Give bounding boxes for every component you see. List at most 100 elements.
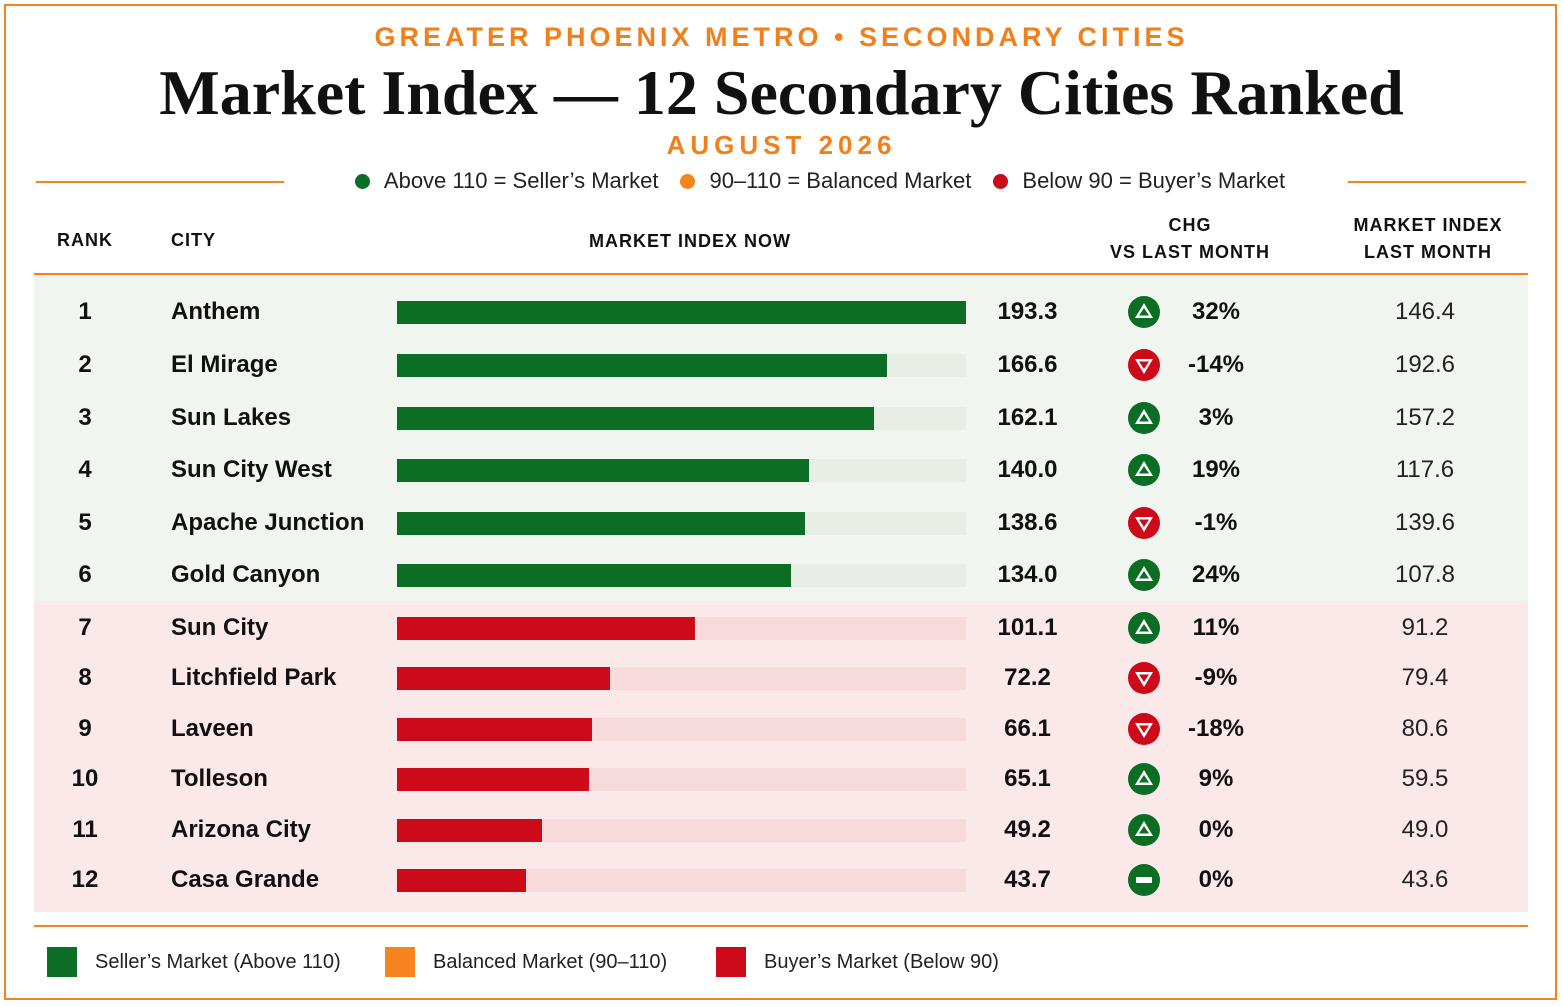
city-cell: Sun Lakes	[171, 404, 292, 431]
chart-title: Market Index — 12 Secondary Cities Ranke…	[159, 57, 1404, 128]
bar-track	[397, 819, 966, 842]
legend-balanced-label: 90–110 = Balanced Market	[709, 168, 972, 193]
footer-legend-balanced: Balanced Market (90–110)	[385, 947, 667, 977]
value-label: 134.0	[997, 561, 1058, 588]
value-label: 65.1	[1004, 765, 1051, 792]
change-cell: 11%	[1192, 614, 1240, 641]
arrow-up-icon	[1128, 814, 1160, 846]
table-row: 4 Sun City West 140.0 19% 117.6	[0, 444, 1563, 496]
last-month-cell: 157.2	[1394, 404, 1456, 431]
bar-track	[397, 354, 966, 377]
bar	[397, 564, 791, 587]
change-cell: -18%	[1187, 715, 1245, 742]
header-index-now: MARKET INDEX NOW	[589, 231, 791, 251]
legend-left-rule	[36, 181, 284, 183]
table-row: 1 Anthem 193.3 32% 146.4	[0, 286, 1563, 338]
last-month-cell: 107.8	[1394, 561, 1456, 588]
change-cell: -14%	[1187, 351, 1245, 378]
table-row: 12 Casa Grande 43.7 0% 43.6	[0, 854, 1563, 906]
city-cell: Apache Junction	[171, 509, 365, 536]
legend-buyer-label: Below 90 = Buyer’s Market	[1022, 168, 1286, 193]
bar	[397, 667, 610, 690]
bar-track	[397, 407, 966, 430]
legend-item-buyer: Below 90 = Buyer’s Market	[993, 168, 1285, 194]
table-row: 7 Sun City 101.1 11% 91.2	[0, 602, 1563, 654]
rank-cell: 11	[72, 816, 98, 843]
bar	[397, 354, 887, 377]
footer-legend-buyer: Buyer’s Market (Below 90)	[716, 947, 999, 977]
last-month-cell: 117.6	[1395, 456, 1455, 483]
footer-seller-label: Seller’s Market (Above 110)	[95, 950, 341, 973]
minus-icon	[1128, 864, 1160, 896]
value-label: 140.0	[997, 456, 1058, 483]
table-row: 2 El Mirage 166.6 -14% 192.6	[0, 339, 1563, 391]
table-row: 10 Tolleson 65.1 9% 59.5	[0, 753, 1563, 805]
bar	[397, 617, 695, 640]
city-cell: Arizona City	[171, 816, 312, 843]
last-month-cell: 59.5	[1401, 765, 1449, 792]
header-chg-line1: CHG	[1168, 215, 1212, 235]
last-month-cell: 139.6	[1394, 509, 1456, 536]
chart-frame	[4, 4, 1557, 1000]
rank-cell: 12	[71, 866, 99, 893]
bar-track	[397, 768, 966, 791]
city-cell: Tolleson	[171, 765, 268, 792]
rank-cell: 4	[78, 456, 92, 483]
city-cell: Sun City	[171, 614, 269, 641]
bar-track	[397, 301, 966, 324]
legend-item-seller: Above 110 = Seller’s Market	[354, 168, 658, 194]
bar	[397, 407, 874, 430]
bar-track	[397, 512, 966, 535]
change-cell: 3%	[1198, 404, 1234, 431]
bar-track	[397, 667, 966, 690]
legend-item-balanced: 90–110 = Balanced Market	[680, 168, 971, 194]
header-last-month: MARKET INDEX LAST MONTH	[1330, 212, 1526, 266]
arrow-down-icon	[1128, 507, 1160, 539]
city-cell: Anthem	[171, 298, 261, 325]
value-label: 72.2	[1004, 664, 1051, 691]
rank-cell: 1	[78, 298, 92, 325]
bar	[397, 819, 542, 842]
legend-buyer-dot	[993, 173, 1009, 189]
arrow-down-icon	[1128, 713, 1160, 745]
bar	[397, 718, 592, 741]
arrow-up-icon	[1128, 296, 1160, 328]
header-rank: RANK	[57, 230, 113, 250]
footer-legend-seller: Seller’s Market (Above 110)	[47, 947, 341, 977]
footer-balanced-swatch	[385, 947, 415, 977]
arrow-down-icon	[1128, 349, 1160, 381]
buyer-band	[34, 601, 1528, 912]
city-cell: Laveen	[171, 715, 254, 742]
last-month-cell: 49.0	[1401, 816, 1449, 843]
footer-balanced-label: Balanced Market (90–110)	[433, 950, 668, 973]
legend-right-rule	[1348, 181, 1526, 183]
value-label: 162.1	[997, 404, 1058, 431]
rank-cell: 8	[78, 664, 92, 691]
change-cell: 24%	[1191, 561, 1241, 588]
arrow-up-icon	[1128, 402, 1160, 434]
footer-buyer-label: Buyer’s Market (Below 90)	[764, 950, 999, 973]
last-month-cell: 192.6	[1394, 351, 1456, 378]
header-city: CITY	[171, 230, 217, 250]
bar-track	[397, 869, 966, 892]
rank-cell: 3	[78, 404, 92, 431]
table-row: 3 Sun Lakes 162.1 3% 157.2	[0, 392, 1563, 444]
rank-cell: 7	[78, 614, 92, 641]
value-label: 101.1	[997, 614, 1058, 641]
value-label: 43.7	[1004, 866, 1051, 893]
value-label: 166.6	[997, 351, 1058, 378]
arrow-up-icon	[1128, 612, 1160, 644]
chart-subtitle: AUGUST 2026	[666, 130, 897, 160]
top-legend: Above 110 = Seller’s Market 90–110 = Bal…	[300, 168, 1340, 194]
legend-seller-dot	[354, 173, 370, 189]
city-cell: Litchfield Park	[171, 664, 337, 691]
bar	[397, 869, 526, 892]
city-cell: Gold Canyon	[171, 561, 321, 588]
footer-seller-swatch	[47, 947, 77, 977]
last-month-cell: 79.4	[1401, 664, 1449, 691]
arrow-down-icon	[1128, 662, 1160, 694]
value-label: 49.2	[1004, 816, 1051, 843]
seller-band	[34, 275, 1528, 601]
table-row: 6 Gold Canyon 134.0 24% 107.8	[0, 549, 1563, 601]
bar	[397, 301, 966, 324]
